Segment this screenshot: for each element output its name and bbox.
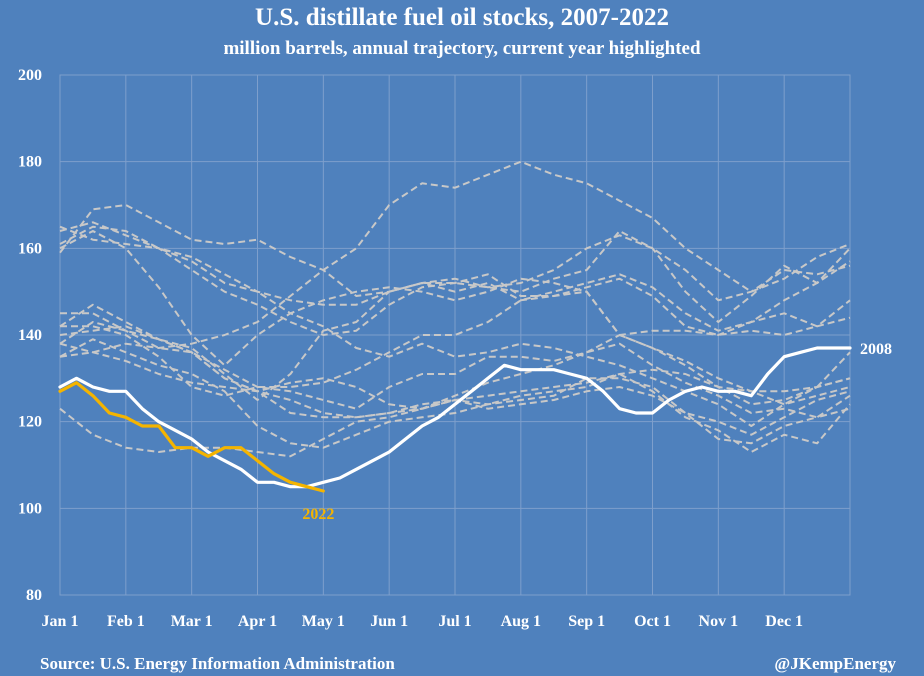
series-line-2018 [60, 312, 851, 410]
y-tick-label: 160 [18, 240, 42, 257]
series-line-2009 [59, 160, 851, 358]
y-tick-label: 200 [18, 67, 42, 84]
credit-handle: @JKempEnergy [774, 654, 896, 673]
series-line-2016 [59, 204, 851, 302]
x-tick-label: Apr 1 [238, 613, 277, 630]
series-line-2017 [59, 225, 851, 393]
series-line-2020 [59, 282, 851, 401]
series-line-2013 [59, 338, 851, 453]
y-tick-label: 140 [18, 327, 42, 344]
chart-subtitle: million barrels, annual trajectory, curr… [223, 38, 701, 59]
series-label-2022: 2022 [302, 506, 334, 523]
x-tick-label: Mar 1 [171, 613, 213, 630]
series-line-2008 [58, 346, 852, 489]
y-axis-ticks: 80 100 120 140 160 180 200 [18, 67, 42, 604]
chart-title: U.S. distillate fuel oil stocks, 2007-20… [255, 4, 669, 31]
x-tick-label: Aug 1 [501, 613, 541, 630]
series-label-2008: 2008 [860, 341, 892, 358]
x-tick-label: Jan 1 [42, 613, 79, 630]
series-line-2010 [59, 221, 851, 323]
series-labels: 2008 2022 [302, 341, 892, 523]
y-tick-label: 120 [18, 414, 42, 431]
y-tick-label: 80 [26, 587, 42, 604]
source-note: Source: U.S. Energy Information Administ… [40, 654, 395, 673]
x-tick-label: Jul 1 [438, 613, 471, 630]
series-line-2011 [59, 225, 851, 336]
series-line-2015 [60, 260, 851, 397]
series-line-2019 [59, 325, 851, 419]
x-tick-label: Jun 1 [370, 613, 408, 630]
x-tick-label: May 1 [302, 613, 345, 630]
x-tick-label: Sep 1 [568, 613, 605, 630]
series-line-2022 [58, 381, 325, 493]
highlighted-series [58, 346, 852, 493]
gridlines [59, 74, 851, 596]
x-tick-label: Oct 1 [634, 613, 671, 630]
x-tick-label: Nov 1 [699, 613, 739, 630]
y-tick-label: 100 [18, 500, 42, 517]
y-tick-label: 180 [18, 154, 42, 171]
x-axis-ticks: Jan 1 Feb 1 Mar 1 Apr 1 May 1 Jun 1 Jul 1 Aug 1… [42, 613, 804, 630]
x-tick-label: Feb 1 [107, 613, 145, 630]
x-tick-label: Dec 1 [765, 613, 803, 630]
